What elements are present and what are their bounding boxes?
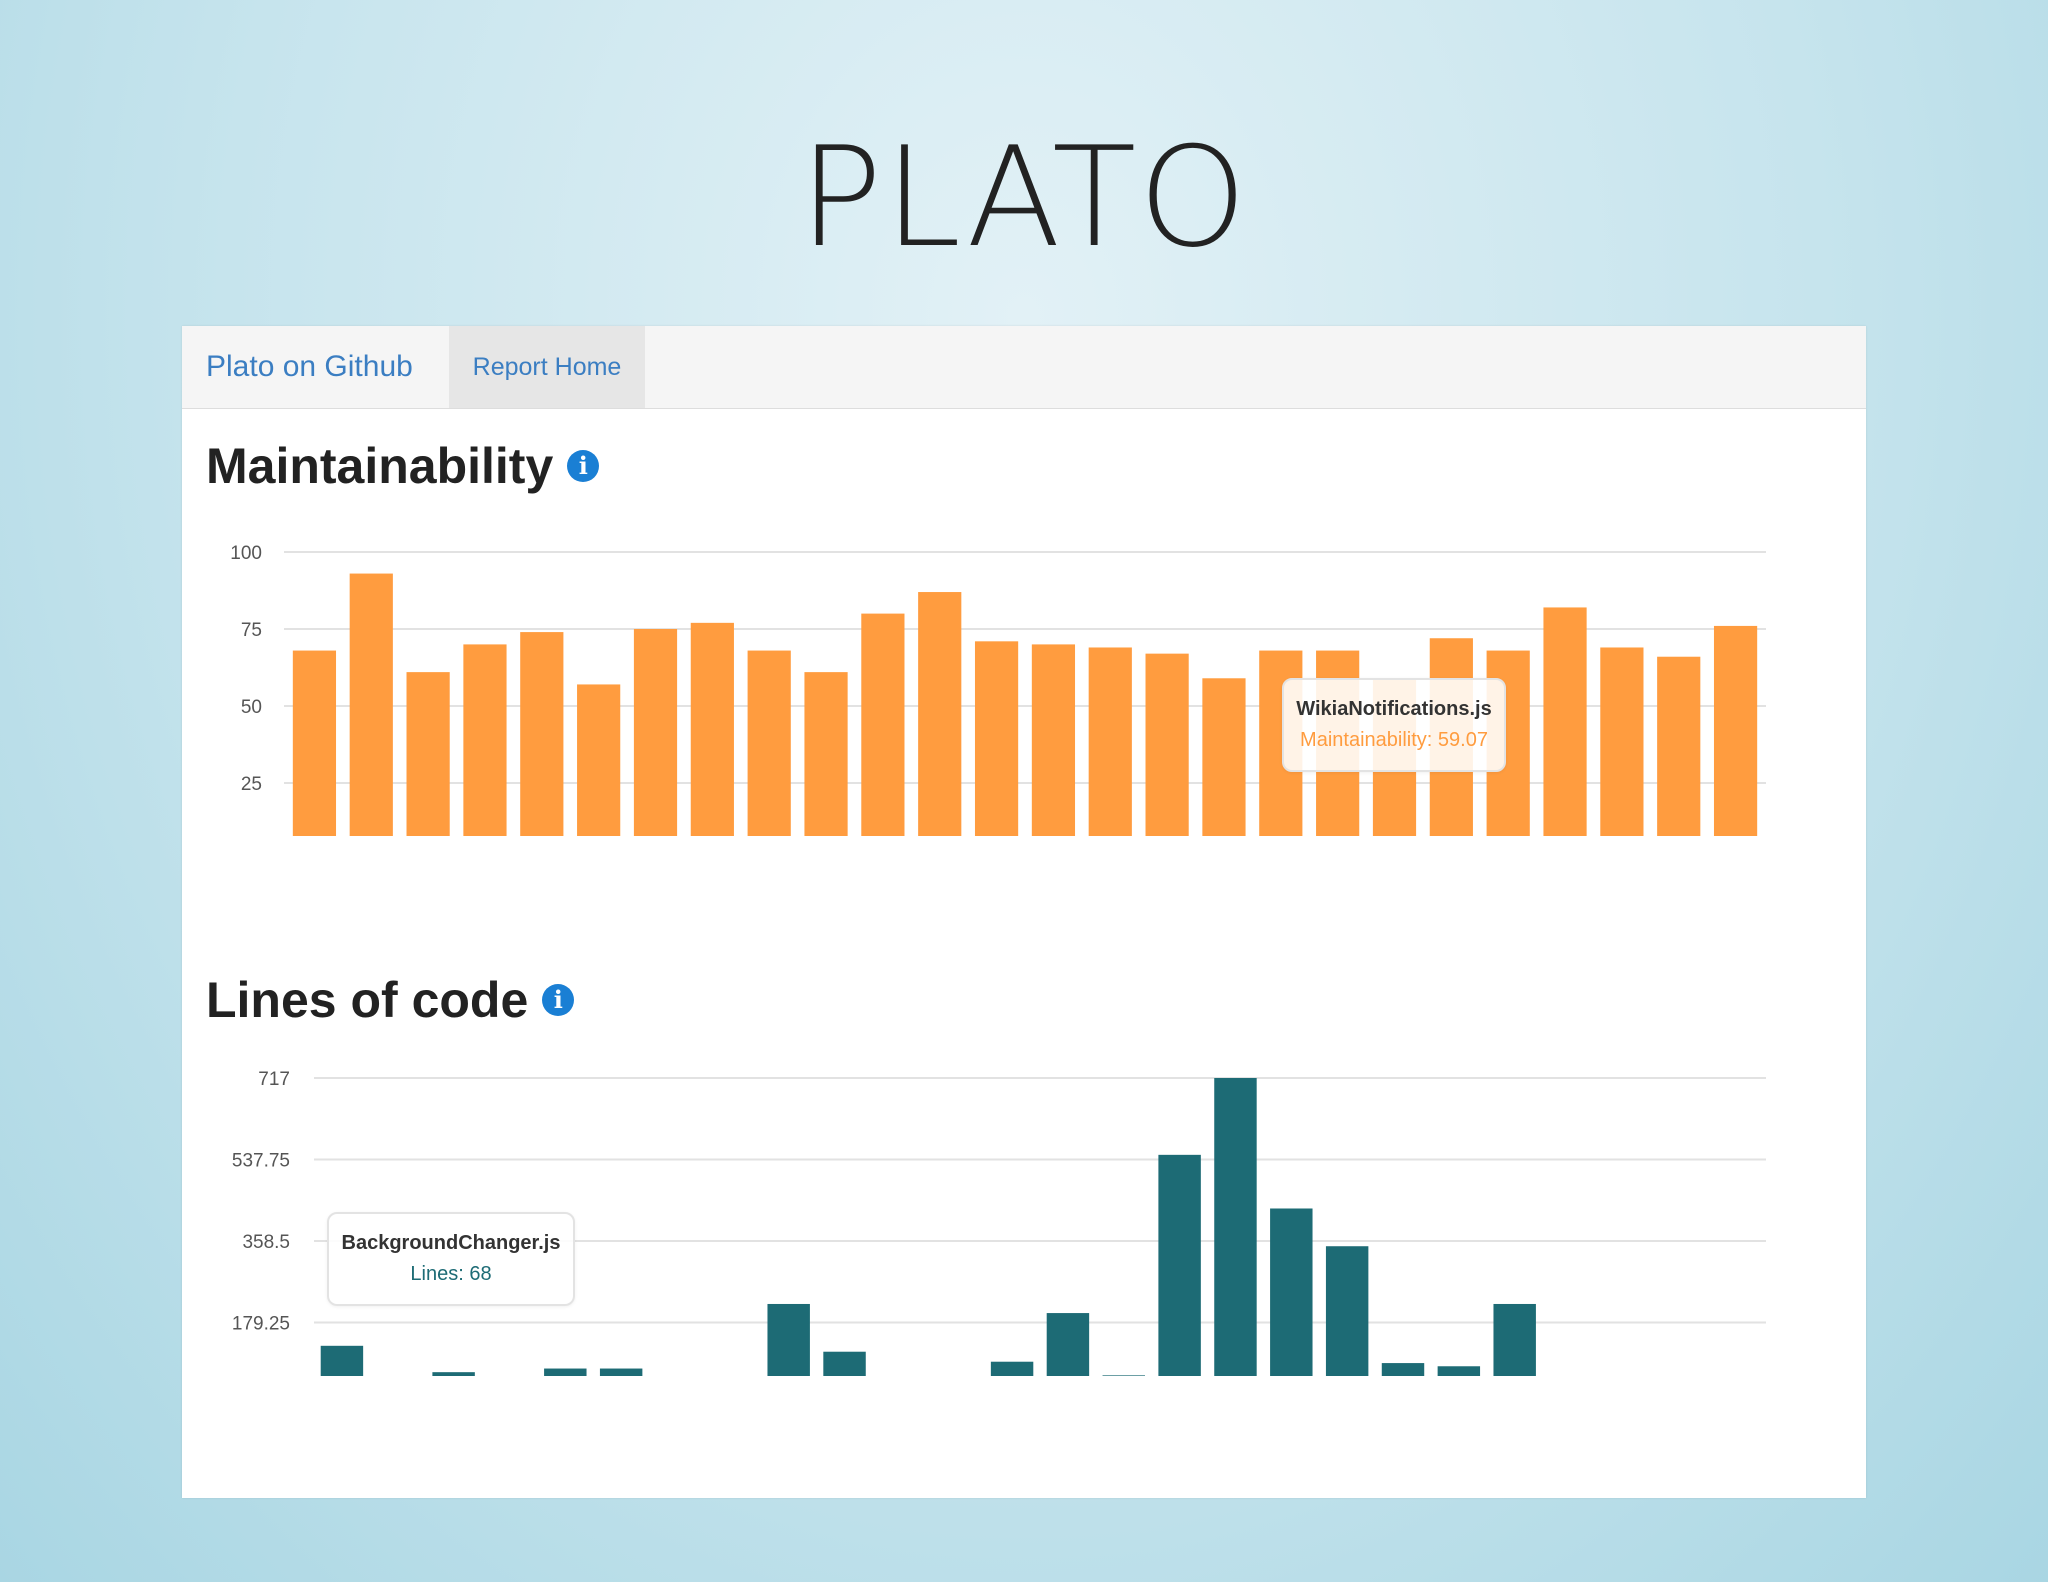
bar[interactable]: [1046, 1313, 1090, 1376]
slide-title: PLATO: [799, 117, 1249, 278]
tooltip-file-name: WikiaNotifications.js: [1296, 698, 1492, 720]
bar[interactable]: [1145, 653, 1189, 836]
report-home-tab[interactable]: Report Home: [449, 326, 645, 408]
bar[interactable]: [577, 684, 621, 836]
navbar: Plato on Github Report Home: [182, 326, 1866, 409]
bar[interactable]: [292, 650, 337, 836]
bar[interactable]: [1657, 656, 1701, 836]
bar[interactable]: [1325, 1246, 1369, 1376]
maintainability-tooltip: WikiaNotifications.js Maintainability: 5…: [1282, 678, 1506, 772]
info-icon[interactable]: i: [542, 983, 575, 1016]
plato-github-link[interactable]: Plato on Github: [206, 350, 413, 383]
y-tick-label: 100: [230, 543, 262, 564]
y-tick-label: 537.75: [232, 1151, 290, 1172]
bar[interactable]: [633, 629, 678, 836]
bar[interactable]: [747, 650, 791, 836]
report-panel: Plato on Github Report Home Maintainabil…: [182, 326, 1866, 1498]
y-tick-label: 25: [241, 774, 262, 795]
loc-tooltip: BackgroundChanger.js Lines: 68: [327, 1212, 575, 1306]
tooltip-file-name: BackgroundChanger.js: [341, 1232, 561, 1254]
loc-heading: Lines of code i: [206, 970, 575, 1030]
bar[interactable]: [1600, 647, 1644, 836]
bar[interactable]: [823, 1351, 866, 1376]
y-tick-label: 75: [241, 620, 262, 641]
tooltip-value: Maintainability: 59.07: [1300, 729, 1488, 751]
bar[interactable]: [520, 632, 564, 836]
loc-title: Lines of code: [206, 972, 529, 1028]
bar[interactable]: [599, 1368, 643, 1376]
bar[interactable]: [690, 622, 734, 836]
y-tick-label: 358.5: [242, 1232, 290, 1253]
bar[interactable]: [990, 1361, 1034, 1376]
bar[interactable]: [349, 573, 393, 836]
bar[interactable]: [1102, 1375, 1145, 1376]
bar[interactable]: [1088, 647, 1132, 836]
maintainability-heading: Maintainability i: [206, 436, 600, 496]
bar[interactable]: [1437, 1366, 1481, 1376]
bar[interactable]: [1543, 607, 1587, 836]
bar[interactable]: [1031, 644, 1076, 836]
bar[interactable]: [1270, 1208, 1313, 1376]
y-tick-label: 50: [241, 697, 262, 718]
bar[interactable]: [320, 1345, 364, 1376]
bar[interactable]: [1493, 1303, 1536, 1376]
bar[interactable]: [1214, 1078, 1257, 1376]
bar[interactable]: [1381, 1363, 1425, 1376]
bar[interactable]: [861, 613, 905, 836]
y-tick-label: 179.25: [232, 1314, 290, 1335]
bar[interactable]: [1202, 678, 1246, 836]
info-icon[interactable]: i: [567, 449, 600, 482]
bar[interactable]: [804, 672, 848, 836]
maintainability-chart: 1007550250CorporateFooter.jsLatestPhotos…: [230, 543, 1766, 836]
tooltip-value: Lines: 68: [410, 1263, 492, 1285]
bar[interactable]: [918, 592, 962, 836]
y-tick-label: 717: [258, 1069, 290, 1090]
bar[interactable]: [406, 672, 450, 836]
bar[interactable]: [1158, 1154, 1201, 1376]
bar[interactable]: [463, 644, 507, 836]
bar[interactable]: [432, 1372, 475, 1376]
bar[interactable]: [767, 1303, 810, 1376]
bar[interactable]: [974, 641, 1019, 836]
bar[interactable]: [544, 1368, 587, 1376]
maintainability-title: Maintainability: [206, 438, 554, 494]
bar[interactable]: [1713, 625, 1758, 836]
